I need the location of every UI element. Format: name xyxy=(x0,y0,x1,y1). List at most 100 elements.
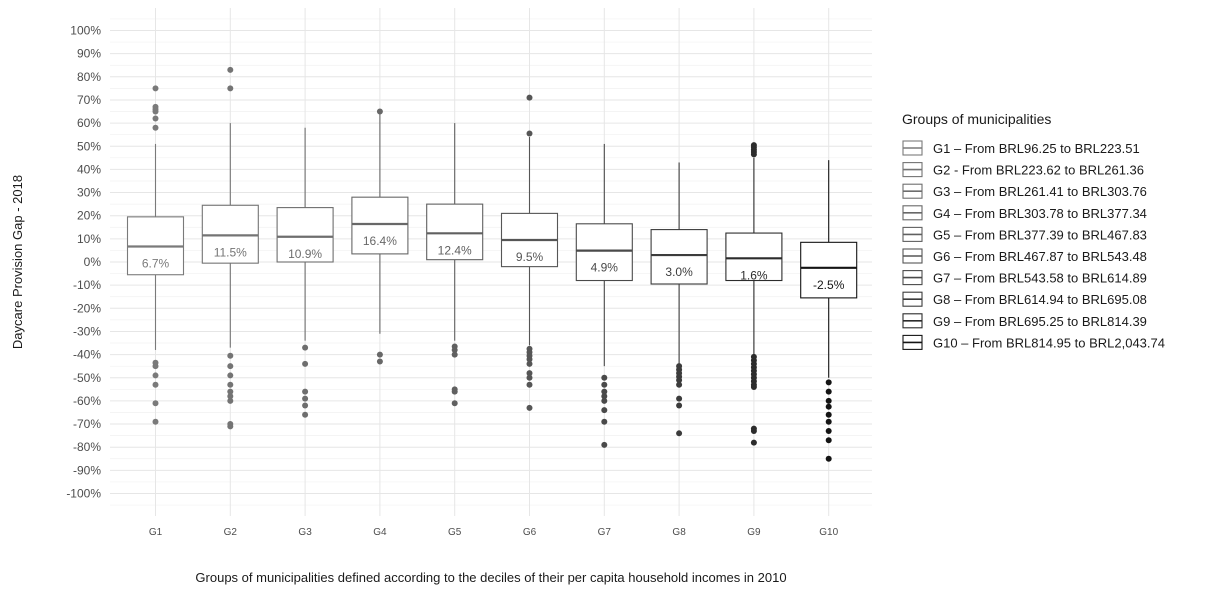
box-iqr xyxy=(575,223,633,282)
outlier-point xyxy=(601,441,608,448)
median-label: 10.9% xyxy=(288,247,322,261)
outlier-point xyxy=(750,427,757,434)
y-axis-title: Daycare Provision Gap - 2018 xyxy=(10,175,25,349)
box-g10: -2.5% xyxy=(800,160,858,462)
y-tick-label: 50% xyxy=(77,139,101,153)
legend-label: G2 - From BRL223.62 to BRL261.36 xyxy=(933,163,1144,178)
median-label: 16.4% xyxy=(363,234,397,248)
median-label: 12.4% xyxy=(438,243,472,257)
legend-item-g9: G9 – From BRL695.25 to BRL814.39 xyxy=(902,313,1147,329)
outlier-point xyxy=(825,411,832,418)
outlier-point xyxy=(376,351,383,358)
median-label: 3.0% xyxy=(665,265,693,279)
median-label: 9.5% xyxy=(516,250,544,264)
legend-item-g6: G6 – From BRL467.87 to BRL543.48 xyxy=(902,248,1147,264)
legend-title: Groups of municipalities xyxy=(902,111,1051,127)
outlier-point xyxy=(302,411,309,418)
legend-item-g8: G8 – From BRL614.94 to BRL695.08 xyxy=(902,291,1147,307)
legend-label: G4 – From BRL303.78 to BRL377.34 xyxy=(933,206,1147,221)
outlier-point xyxy=(526,356,533,363)
x-tick-label: G10 xyxy=(819,527,838,538)
y-tick-label: -20% xyxy=(73,301,101,315)
outlier-point xyxy=(676,402,683,409)
outlier-point xyxy=(526,374,533,381)
box-g4: 16.4% xyxy=(351,108,409,365)
median-label: 11.5% xyxy=(214,245,247,259)
x-tick-label: G4 xyxy=(373,527,387,538)
y-tick-label: -70% xyxy=(73,417,101,431)
y-tick-label: 20% xyxy=(77,209,101,223)
outlier-point xyxy=(152,363,159,370)
box-iqr xyxy=(725,232,783,282)
x-tick-label: G2 xyxy=(224,527,238,538)
outlier-point xyxy=(227,352,234,359)
y-tick-label: 60% xyxy=(77,116,101,130)
x-tick-label: G1 xyxy=(149,527,163,538)
outlier-point xyxy=(302,388,309,395)
outlier-point xyxy=(750,151,757,158)
legend-label: G10 – From BRL814.95 to BRL2,043.74 xyxy=(933,335,1165,350)
median-label: 4.9% xyxy=(591,261,619,275)
y-tick-label: 100% xyxy=(70,24,101,38)
outlier-point xyxy=(526,130,533,137)
box-iqr xyxy=(426,203,484,261)
outlier-point xyxy=(676,430,683,437)
outlier-point xyxy=(227,85,234,92)
legend-item-g4: G4 – From BRL303.78 to BRL377.34 xyxy=(902,205,1147,221)
legend-item-g2: G2 - From BRL223.62 to BRL261.36 xyxy=(902,162,1144,178)
legend-item-g3: G3 – From BRL261.41 to BRL303.76 xyxy=(902,183,1147,199)
y-tick-label: -80% xyxy=(73,440,101,454)
outlier-point xyxy=(825,379,832,386)
outlier-point xyxy=(526,381,533,388)
y-tick-label: 0% xyxy=(84,255,102,269)
outlier-point xyxy=(601,418,608,425)
legend-label: G8 – From BRL614.94 to BRL695.08 xyxy=(933,292,1147,307)
box-g6: 9.5% xyxy=(500,94,559,411)
outlier-point xyxy=(601,407,608,414)
box-g7: 4.9% xyxy=(575,143,633,448)
y-tick-label: 80% xyxy=(77,70,101,84)
box-iqr xyxy=(650,229,708,285)
outlier-point xyxy=(152,115,159,122)
y-tick-label: 10% xyxy=(77,232,101,246)
y-tick-label: -30% xyxy=(73,324,101,338)
legend-label: G3 – From BRL261.41 to BRL303.76 xyxy=(933,184,1147,199)
legend-item-g7: G7 – From BRL543.58 to BRL614.89 xyxy=(902,270,1147,286)
legend: Groups of municipalities G1 – From BRL96… xyxy=(902,111,1165,350)
legend-label: G9 – From BRL695.25 to BRL814.39 xyxy=(933,314,1147,329)
outlier-point xyxy=(451,388,458,395)
outlier-point xyxy=(601,374,608,381)
outlier-point xyxy=(750,384,757,391)
outlier-point xyxy=(601,397,608,404)
outlier-point xyxy=(601,381,608,388)
box-g1: 6.7% xyxy=(126,85,185,425)
box-series: 6.7% 11.5% 10.9% 16.4% 12.4% 9.5% 4.9% 3.0% 1.6%… xyxy=(126,66,858,462)
box-g8: 3.0% xyxy=(650,162,708,437)
x-axis-title: Groups of municipalities defined accordi… xyxy=(195,570,786,585)
y-tick-label: -100% xyxy=(66,487,101,501)
y-tick-label: -90% xyxy=(73,463,101,477)
outlier-point xyxy=(302,402,309,409)
box-g2: 11.5% xyxy=(201,66,259,430)
legend-item-g1: G1 – From BRL96.25 to BRL223.51 xyxy=(902,140,1140,156)
outlier-point xyxy=(526,94,533,101)
box-g5: 12.4% xyxy=(426,123,484,407)
y-tick-label: -40% xyxy=(73,348,101,362)
y-axis-ticks: 100% 90% 80% 70% 60% 50% 40% 30% 20% 10% 0% -10% -20… xyxy=(66,24,101,501)
outlier-point xyxy=(825,427,832,434)
outlier-point xyxy=(825,437,832,444)
outlier-point xyxy=(227,388,234,395)
median-label: 1.6% xyxy=(740,268,768,282)
box-iqr xyxy=(800,241,858,299)
outlier-point xyxy=(227,397,234,404)
outlier-point xyxy=(376,108,383,115)
box-iqr xyxy=(201,204,259,264)
median-label: -2.5% xyxy=(813,278,845,292)
outlier-point xyxy=(227,66,234,73)
box-g3: 10.9% xyxy=(276,127,334,418)
outlier-point xyxy=(526,404,533,411)
y-tick-label: -60% xyxy=(73,394,101,408)
outlier-point xyxy=(152,381,159,388)
legend-label: G5 – From BRL377.39 to BRL467.83 xyxy=(933,227,1147,242)
y-tick-label: 30% xyxy=(77,186,101,200)
